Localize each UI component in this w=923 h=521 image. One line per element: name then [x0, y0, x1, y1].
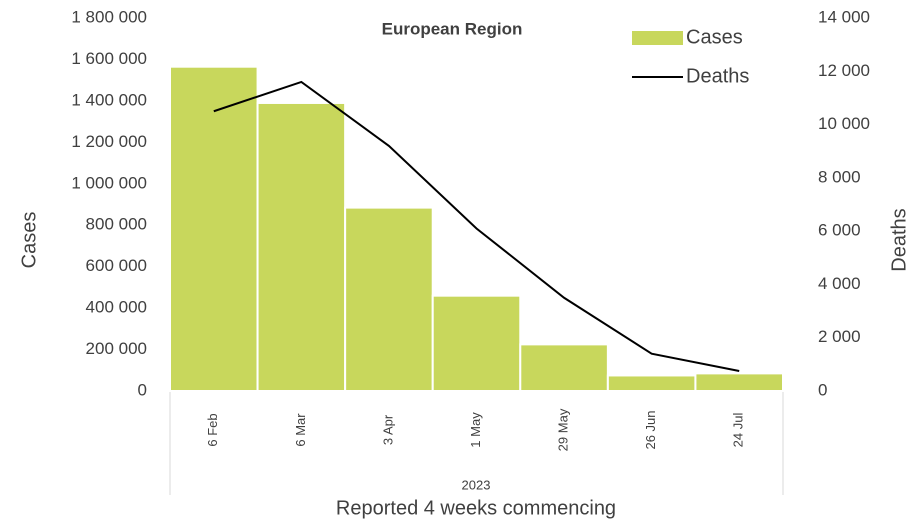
y-tick-label: 800 000	[86, 215, 147, 234]
bar	[606, 374, 697, 393]
y-tick-label: 1 000 000	[71, 173, 147, 192]
y-tick-label: 1 400 000	[71, 90, 147, 109]
y-tick-label: 200 000	[86, 339, 147, 358]
x-group-label: 2023	[462, 477, 491, 492]
x-tick-label: 6 Mar	[293, 413, 308, 447]
legend-label: Deaths	[686, 65, 749, 87]
y2-tick-label: 6 000	[818, 221, 861, 240]
y2-tick-label: 4 000	[818, 274, 861, 293]
x-tick-label: 3 Apr	[380, 414, 395, 445]
chart-title: European Region	[382, 19, 523, 38]
bar	[519, 343, 609, 392]
y-tick-label: 400 000	[86, 298, 147, 317]
y2-tick-label: 10 000	[818, 114, 870, 133]
bar	[694, 372, 785, 392]
y-tick-label: 0	[138, 380, 147, 399]
y-axis-title: Cases	[18, 212, 40, 269]
x-tick-label: 6 Feb	[205, 413, 220, 446]
x-tick-label: 29 May	[556, 408, 571, 451]
bar	[344, 206, 434, 392]
y2-tick-label: 12 000	[818, 61, 870, 80]
bar	[169, 65, 259, 392]
line	[213, 80, 740, 372]
y-tick-label: 1 200 000	[71, 132, 147, 151]
legend-label: Cases	[686, 26, 743, 48]
legend-swatch	[632, 31, 683, 45]
y2-tick-label: 14 000	[818, 7, 870, 26]
y-tick-label: 1 800 000	[71, 7, 147, 26]
y-tick-label: 1 600 000	[71, 49, 147, 68]
x-axis-title: Reported 4 weeks commencing	[336, 497, 616, 519]
y2-axis-title: Deaths	[888, 208, 910, 271]
x-tick-label: 24 Jul	[731, 413, 746, 448]
y2-tick-label: 2 000	[818, 327, 861, 346]
y2-tick-label: 8 000	[818, 167, 861, 186]
bar	[256, 101, 347, 392]
x-tick-label: 26 Jun	[643, 410, 658, 449]
bar	[431, 294, 522, 392]
y2-tick-label: 0	[818, 380, 827, 399]
y-tick-label: 600 000	[86, 256, 147, 275]
x-tick-label: 1 May	[468, 412, 483, 448]
